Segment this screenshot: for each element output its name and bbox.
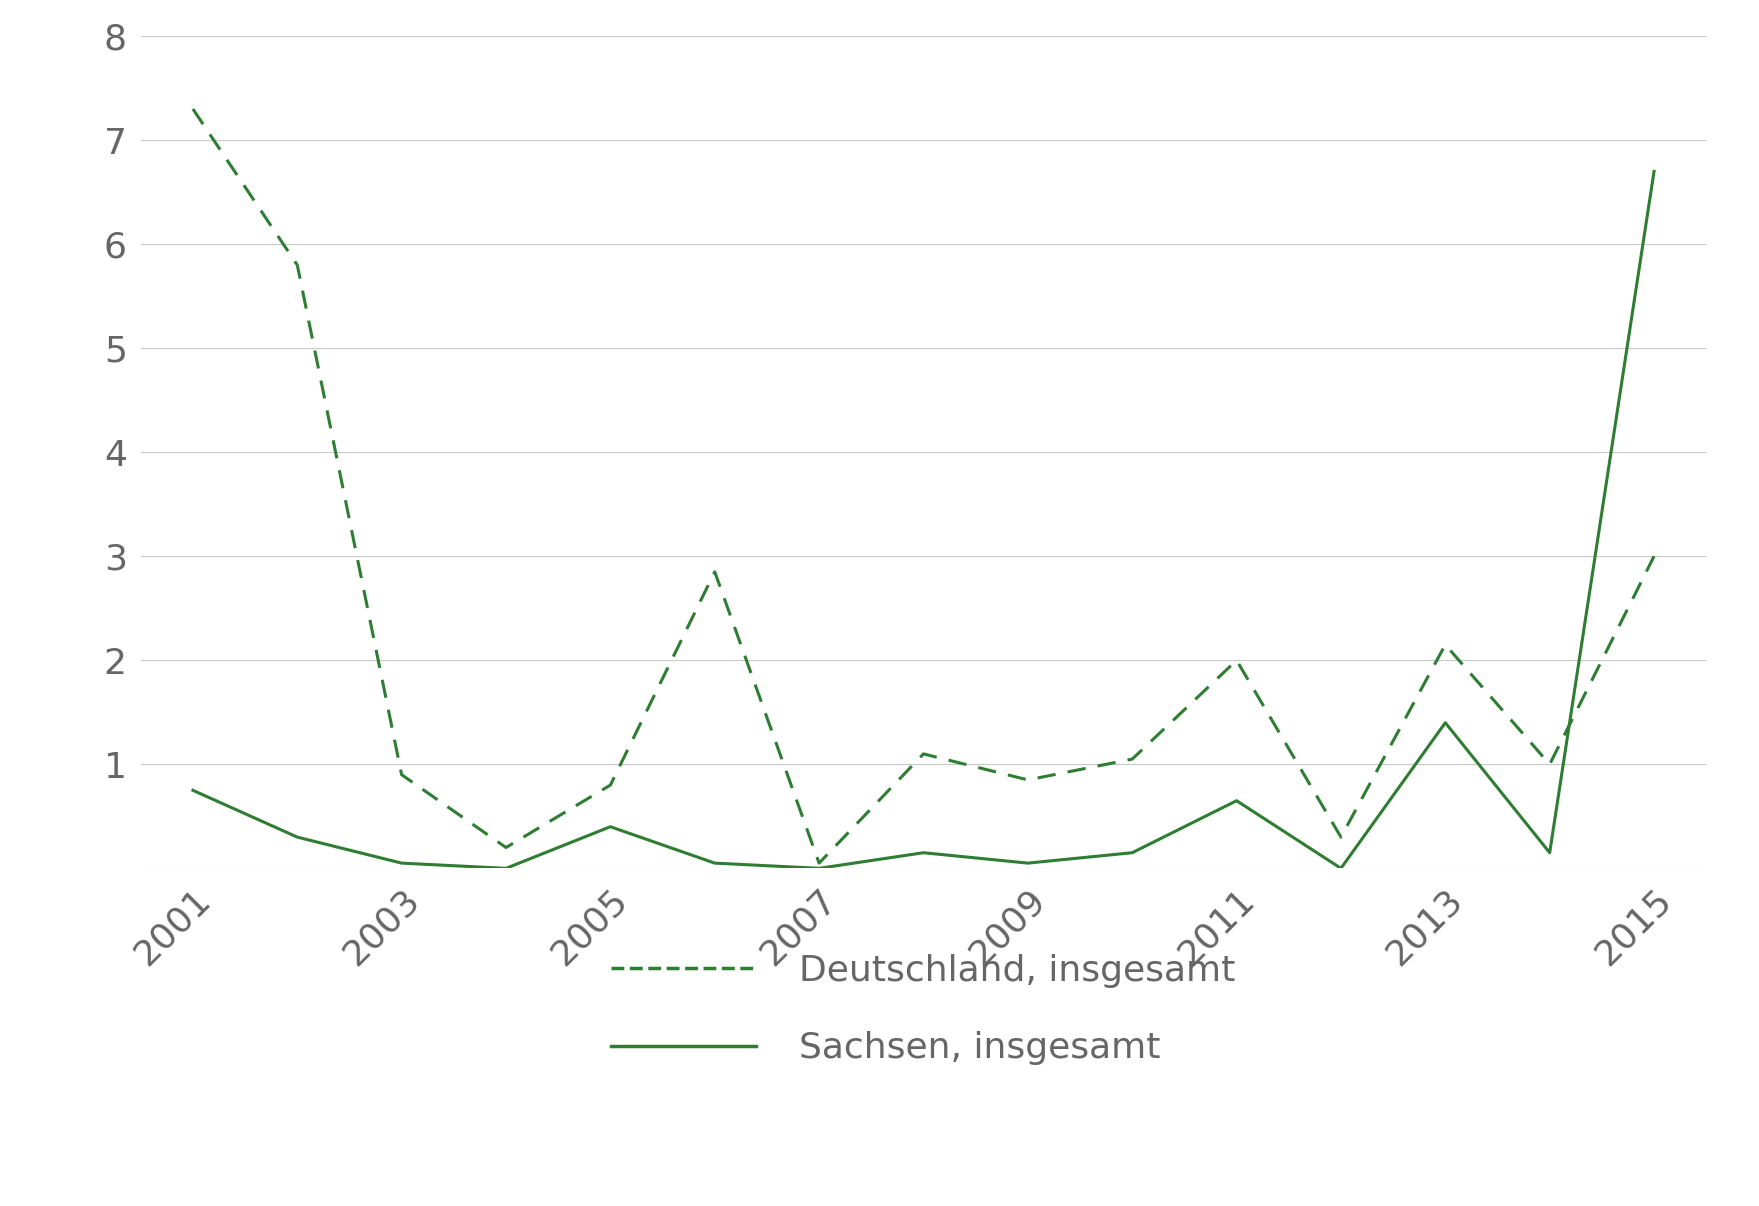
Sachsen, insgesamt (1643, 164, 1664, 178)
Sachsen, insgesamt (1226, 794, 1247, 808)
Sachsen, insgesamt (183, 783, 204, 797)
Deutschland, insgesamt (390, 767, 412, 781)
Sachsen, insgesamt (1435, 715, 1456, 730)
Deutschland, insgesamt (287, 258, 308, 273)
Sachsen, insgesamt (704, 856, 725, 871)
Deutschland, insgesamt (496, 841, 517, 855)
Legend: Deutschland, insgesamt, Sachsen, insgesamt: Deutschland, insgesamt, Sachsen, insgesa… (593, 936, 1254, 1083)
Deutschland, insgesamt (1539, 757, 1560, 772)
Sachsen, insgesamt (496, 861, 517, 876)
Deutschland, insgesamt (1435, 638, 1456, 652)
Sachsen, insgesamt (1122, 845, 1143, 860)
Deutschland, insgesamt (704, 564, 725, 579)
Line: Sachsen, insgesamt: Sachsen, insgesamt (193, 171, 1653, 868)
Deutschland, insgesamt (1226, 654, 1247, 668)
Deutschland, insgesamt (183, 101, 204, 116)
Deutschland, insgesamt (600, 778, 621, 792)
Sachsen, insgesamt (600, 820, 621, 835)
Sachsen, insgesamt (913, 845, 934, 860)
Deutschland, insgesamt (913, 747, 934, 761)
Deutschland, insgesamt (1330, 830, 1351, 844)
Sachsen, insgesamt (1539, 845, 1560, 860)
Deutschland, insgesamt (809, 856, 830, 871)
Sachsen, insgesamt (809, 861, 830, 876)
Sachsen, insgesamt (1017, 856, 1038, 871)
Deutschland, insgesamt (1643, 549, 1664, 563)
Deutschland, insgesamt (1017, 773, 1038, 788)
Sachsen, insgesamt (1330, 861, 1351, 876)
Sachsen, insgesamt (390, 856, 412, 871)
Line: Deutschland, insgesamt: Deutschland, insgesamt (193, 109, 1653, 863)
Deutschland, insgesamt (1122, 751, 1143, 766)
Sachsen, insgesamt (287, 830, 308, 844)
